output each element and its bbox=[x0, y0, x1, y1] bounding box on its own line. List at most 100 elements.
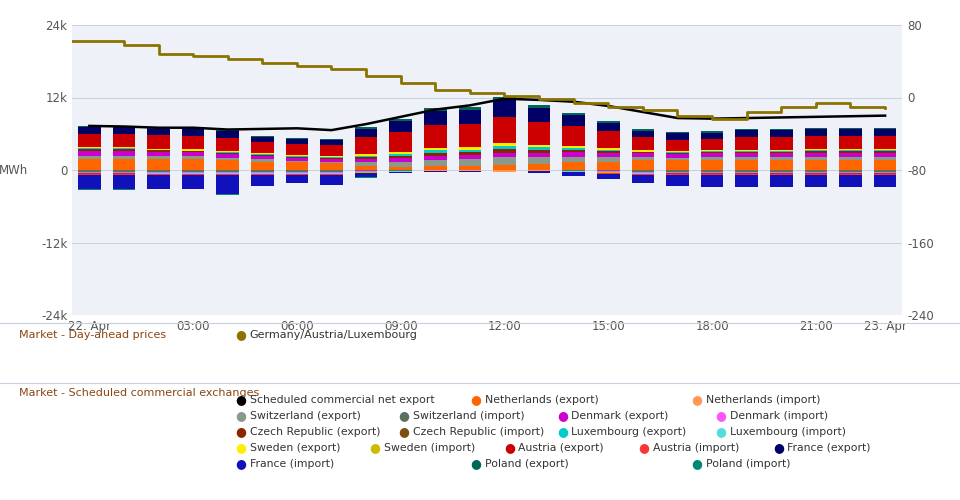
Bar bbox=[874, 170, 897, 172]
Bar bbox=[286, 155, 308, 156]
Text: Austria (import): Austria (import) bbox=[653, 443, 739, 453]
Bar bbox=[563, 152, 585, 156]
Bar bbox=[839, 136, 862, 149]
Bar bbox=[528, 170, 550, 171]
Bar bbox=[770, 160, 793, 170]
Bar bbox=[804, 173, 828, 174]
Text: Market - Day-ahead prices: Market - Day-ahead prices bbox=[19, 330, 166, 340]
Text: Switzerland (import): Switzerland (import) bbox=[413, 411, 524, 421]
Text: ●: ● bbox=[557, 410, 567, 422]
Bar bbox=[804, 170, 828, 172]
Bar bbox=[355, 154, 377, 156]
Bar bbox=[666, 173, 688, 174]
Bar bbox=[528, 122, 550, 144]
Bar bbox=[770, 176, 793, 187]
Bar bbox=[839, 156, 862, 160]
Text: ●: ● bbox=[557, 426, 567, 438]
Bar bbox=[563, 148, 585, 150]
Bar bbox=[770, 170, 793, 172]
Text: Switzerland (export): Switzerland (export) bbox=[250, 411, 360, 421]
Bar bbox=[355, 171, 377, 172]
Bar bbox=[735, 176, 758, 187]
Bar bbox=[112, 170, 135, 172]
Bar bbox=[666, 158, 688, 160]
Text: Market - Scheduled commercial exchanges: Market - Scheduled commercial exchanges bbox=[19, 388, 259, 398]
Bar bbox=[839, 153, 862, 156]
Bar bbox=[770, 172, 793, 173]
Bar bbox=[839, 172, 862, 173]
Bar bbox=[528, 105, 550, 108]
Text: ●: ● bbox=[235, 328, 246, 342]
Bar bbox=[563, 150, 585, 152]
Bar bbox=[666, 154, 688, 158]
Bar bbox=[493, 143, 516, 146]
Bar bbox=[252, 174, 274, 175]
Bar bbox=[839, 128, 862, 130]
Bar bbox=[216, 131, 239, 138]
Bar bbox=[181, 173, 204, 174]
Bar bbox=[666, 140, 688, 151]
Text: Luxembourg (export): Luxembourg (export) bbox=[571, 427, 686, 437]
Bar bbox=[78, 127, 101, 134]
Bar bbox=[701, 150, 723, 152]
Text: Luxembourg (import): Luxembourg (import) bbox=[730, 427, 846, 437]
Bar bbox=[632, 160, 654, 170]
Bar bbox=[424, 124, 446, 148]
Bar bbox=[390, 167, 412, 170]
Bar bbox=[424, 150, 446, 153]
Bar bbox=[701, 160, 723, 170]
Bar bbox=[701, 170, 723, 172]
Bar bbox=[632, 173, 654, 174]
Bar bbox=[321, 159, 343, 162]
Bar bbox=[597, 153, 619, 158]
Bar bbox=[390, 118, 412, 121]
Bar bbox=[597, 170, 619, 171]
Bar bbox=[321, 158, 343, 159]
Bar bbox=[390, 172, 412, 173]
Bar bbox=[252, 153, 274, 154]
Bar bbox=[770, 173, 793, 174]
Bar bbox=[735, 170, 758, 172]
Bar bbox=[735, 150, 758, 152]
Bar bbox=[112, 172, 135, 173]
Bar bbox=[804, 136, 828, 149]
Bar bbox=[390, 156, 412, 158]
Bar bbox=[770, 152, 793, 153]
Bar bbox=[112, 149, 135, 152]
Bar bbox=[735, 174, 758, 176]
Bar bbox=[78, 159, 101, 170]
Bar bbox=[78, 147, 101, 148]
Bar bbox=[321, 146, 343, 156]
Text: France (import): France (import) bbox=[250, 459, 334, 469]
Bar bbox=[355, 159, 377, 162]
Bar bbox=[147, 172, 170, 173]
Bar bbox=[147, 170, 170, 172]
Bar bbox=[286, 157, 308, 158]
Bar bbox=[252, 156, 274, 160]
Bar bbox=[321, 173, 343, 174]
Bar bbox=[355, 162, 377, 166]
Bar bbox=[78, 176, 101, 190]
Bar bbox=[735, 130, 758, 137]
Bar bbox=[216, 175, 239, 195]
Bar bbox=[701, 176, 723, 187]
Bar bbox=[424, 110, 446, 124]
Bar bbox=[78, 148, 101, 149]
Bar bbox=[528, 164, 550, 170]
Text: Czech Republic (export): Czech Republic (export) bbox=[250, 427, 380, 437]
Bar bbox=[701, 172, 723, 173]
Bar bbox=[563, 126, 585, 146]
Bar bbox=[286, 175, 308, 183]
Bar bbox=[701, 153, 723, 157]
Bar bbox=[112, 126, 135, 127]
Bar bbox=[874, 153, 897, 156]
Bar bbox=[286, 160, 308, 162]
Bar bbox=[701, 173, 723, 174]
Bar bbox=[804, 156, 828, 160]
Bar bbox=[147, 175, 170, 189]
Bar bbox=[112, 176, 135, 190]
Bar bbox=[181, 150, 204, 151]
Bar bbox=[390, 154, 412, 156]
Text: ●: ● bbox=[715, 426, 726, 438]
Bar bbox=[632, 158, 654, 160]
